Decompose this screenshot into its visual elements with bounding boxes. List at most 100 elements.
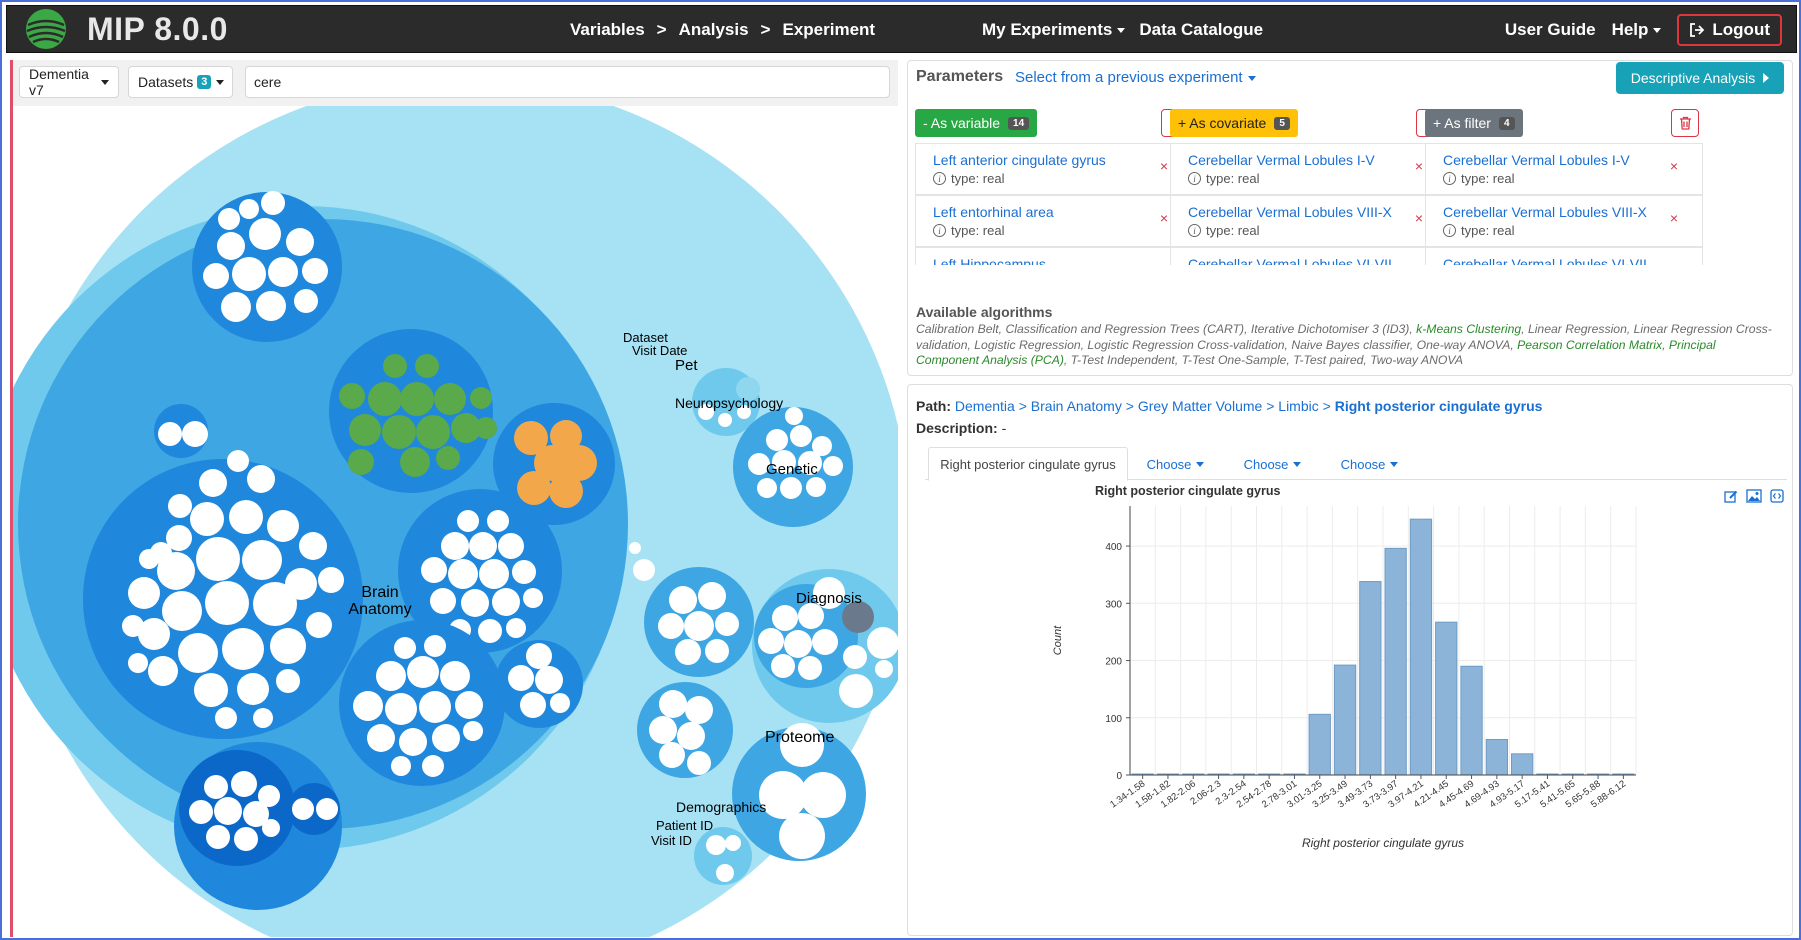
algorithm-separator: , bbox=[1409, 337, 1417, 352]
remove-icon[interactable]: × bbox=[1414, 158, 1423, 174]
y-axis-title: Count bbox=[1052, 625, 1064, 655]
nav-right: User Guide Help Logout bbox=[1505, 6, 1782, 54]
descriptive-analysis-button[interactable]: Descriptive Analysis bbox=[1616, 62, 1784, 94]
tab-choose-label: Choose bbox=[1243, 456, 1289, 472]
bubble-leaf bbox=[633, 559, 655, 581]
previous-experiment-dropdown[interactable]: Select from a previous experiment bbox=[1015, 69, 1256, 86]
breadcrumb-separator: > bbox=[656, 20, 667, 39]
nav-analysis[interactable]: Analysis bbox=[678, 20, 749, 39]
histogram-bar bbox=[1485, 739, 1509, 776]
variable-type: i type: real bbox=[933, 223, 1004, 238]
variable-search-input[interactable] bbox=[245, 66, 890, 98]
filter-name[interactable]: Cerebellar Vermal Lobules I-V bbox=[1443, 152, 1630, 168]
workflow-breadcrumb: Variables > Analysis > Experiment bbox=[570, 6, 875, 54]
remove-icon[interactable]: × bbox=[1159, 158, 1168, 174]
bubble-leaf bbox=[737, 405, 751, 419]
clear-filters-button[interactable] bbox=[1671, 109, 1699, 137]
variable-name[interactable]: Left Hippocampus bbox=[933, 256, 1046, 265]
covariate-type: i type: real bbox=[1188, 171, 1259, 186]
variable-name[interactable]: Left anterior cingulate gyrus bbox=[933, 152, 1106, 168]
remove-icon[interactable]: × bbox=[1160, 262, 1168, 265]
covariate-type: i type: real bbox=[1188, 223, 1259, 238]
pathology-label: Dementia v7 bbox=[29, 66, 89, 98]
tab-variable[interactable]: Right posterior cingulate gyrus bbox=[928, 447, 1128, 481]
nav-experiment[interactable]: Experiment bbox=[782, 20, 876, 39]
datasets-dropdown[interactable]: Datasets 3 bbox=[128, 66, 233, 98]
help-dropdown[interactable]: Help bbox=[1612, 20, 1662, 40]
variable-name[interactable]: Left entorhinal area bbox=[933, 204, 1054, 220]
filter-item[interactable]: Cerebellar Vermal Lobules I-V i type: rea… bbox=[1425, 143, 1703, 195]
remove-icon[interactable]: × bbox=[1669, 158, 1678, 174]
histogram-bar bbox=[1460, 665, 1483, 776]
description-label: Description: bbox=[916, 420, 998, 436]
filter-type: i type: real bbox=[1443, 223, 1514, 238]
data-catalogue-link[interactable]: Data Catalogue bbox=[1139, 20, 1264, 39]
tab-choose-1[interactable]: Choose bbox=[1133, 447, 1218, 481]
remove-icon[interactable]: × bbox=[1415, 262, 1423, 265]
bubble-chart[interactable]: Brain Anatomy Dataset Visit Date Pet Neu… bbox=[13, 106, 898, 937]
filter-column: + As filter 4 Cerebellar Vermal Lobules … bbox=[1421, 109, 1703, 297]
filter-item[interactable]: Cerebellar Vermal Lobules VIII-X i type: … bbox=[1425, 195, 1703, 247]
tab-choose-2[interactable]: Choose bbox=[1230, 447, 1315, 481]
filter-name[interactable]: Cerebellar Vermal Lobules VIII-X bbox=[1443, 204, 1647, 220]
path-dementia[interactable]: Dementia bbox=[954, 398, 1015, 414]
covariate-item[interactable]: Cerebellar Vermal Lobules I-V i type: rea… bbox=[1170, 143, 1448, 195]
explorer-toolbar: Dementia v7 Datasets 3 bbox=[13, 60, 898, 106]
code-icon[interactable] bbox=[1770, 489, 1784, 508]
bubble-leaf bbox=[718, 413, 732, 427]
algorithm-item[interactable]: Principal Component Analysis (PCA) bbox=[916, 337, 1716, 368]
chevron-down-icon bbox=[216, 79, 225, 85]
bubble-leaves bbox=[758, 577, 898, 708]
as-covariate-button[interactable]: + As covariate 5 bbox=[1170, 109, 1298, 137]
image-icon[interactable] bbox=[1746, 489, 1762, 508]
remove-icon[interactable]: × bbox=[1670, 262, 1678, 265]
info-icon: i bbox=[1188, 172, 1201, 185]
variable-path: Path: Dementia > Brain Anatomy > Grey Ma… bbox=[916, 398, 1543, 414]
covariate-name[interactable]: Cerebellar Vermal Lobules I-V bbox=[1188, 152, 1375, 168]
parameters-title: Parameters bbox=[916, 68, 1004, 85]
algorithm-item[interactable]: Pearson Correlation Matrix bbox=[1517, 337, 1663, 352]
filter-name[interactable]: Cerebellar Vermal Lobules VI-VII bbox=[1443, 256, 1647, 265]
as-filter-button[interactable]: + As filter 4 bbox=[1425, 109, 1523, 137]
covariate-name[interactable]: Cerebellar Vermal Lobules VIII-X bbox=[1188, 204, 1392, 220]
tab-choose-3[interactable]: Choose bbox=[1327, 447, 1412, 481]
top-navbar: MIP 8.0.0 Variables > Analysis > Experim… bbox=[6, 5, 1797, 53]
info-icon: i bbox=[1443, 172, 1456, 185]
logout-button[interactable]: Logout bbox=[1677, 14, 1782, 46]
covariate-list: Cerebellar Vermal Lobules I-V i type: rea… bbox=[1170, 143, 1448, 265]
user-guide-link[interactable]: User Guide bbox=[1504, 20, 1596, 39]
label-patient-id: Patient ID bbox=[656, 818, 713, 833]
algorithm-item[interactable]: k-Means Clustering bbox=[1416, 322, 1522, 336]
covariate-name[interactable]: Cerebellar Vermal Lobules VI-VII bbox=[1188, 256, 1392, 265]
remove-icon[interactable]: × bbox=[1414, 210, 1423, 226]
nav-variables[interactable]: Variables bbox=[570, 20, 645, 39]
brand[interactable]: MIP 8.0.0 bbox=[25, 8, 228, 50]
variable-item[interactable]: Left anterior cingulate gyrus i type: rea… bbox=[915, 143, 1193, 195]
histogram-bar bbox=[1409, 518, 1433, 776]
bubble-leaves bbox=[748, 407, 843, 499]
label-dataset: Dataset bbox=[623, 330, 668, 345]
edit-icon[interactable] bbox=[1724, 489, 1738, 508]
covariate-item[interactable]: Cerebellar Vermal Lobules VIII-X i type: … bbox=[1170, 195, 1448, 247]
path-grey-matter-volume[interactable]: Grey Matter Volume bbox=[1137, 398, 1263, 414]
algorithm-item: Classification and Regression Trees (CAR… bbox=[1005, 322, 1245, 336]
remove-icon[interactable]: × bbox=[1669, 210, 1678, 226]
algorithms-title: Available algorithms bbox=[916, 304, 1053, 320]
info-icon: i bbox=[1188, 224, 1201, 237]
filter-type-text: type: real bbox=[1461, 171, 1515, 186]
filter-list: Cerebellar Vermal Lobules I-V i type: rea… bbox=[1425, 143, 1703, 265]
y-tick-label: 100 bbox=[1105, 714, 1122, 725]
path-limbic[interactable]: Limbic bbox=[1278, 398, 1319, 414]
pathology-dropdown[interactable]: Dementia v7 bbox=[19, 66, 119, 98]
algorithm-item: Two-way ANOVA bbox=[1370, 353, 1463, 367]
filter-item[interactable]: Cerebellar Vermal Lobules VI-VII itype: … bbox=[1425, 247, 1703, 265]
as-variable-button[interactable]: - As variable 14 bbox=[915, 109, 1038, 137]
path-brain-anatomy[interactable]: Brain Anatomy bbox=[1030, 398, 1122, 414]
my-experiments-dropdown[interactable]: My Experiments bbox=[982, 20, 1126, 40]
variable-item[interactable]: Left entorhinal area i type: real × bbox=[915, 195, 1193, 247]
covariate-item[interactable]: Cerebellar Vermal Lobules VI-VII itype: … bbox=[1170, 247, 1448, 265]
remove-icon[interactable]: × bbox=[1159, 210, 1168, 226]
algorithm-item: One-way ANOVA bbox=[1416, 337, 1511, 352]
